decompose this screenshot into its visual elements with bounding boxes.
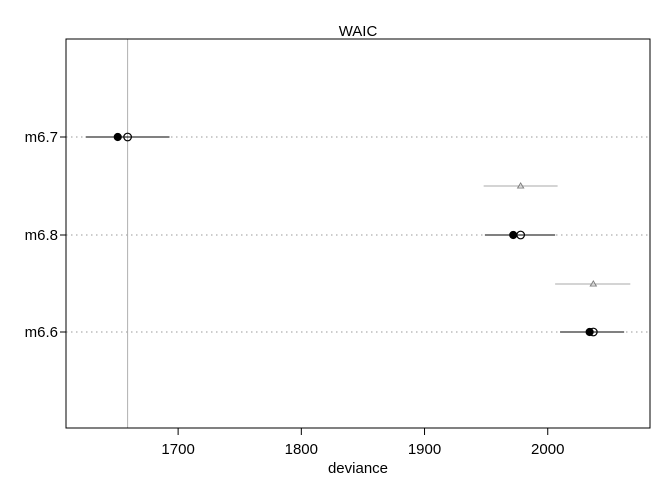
x-tick-label: 1900	[408, 441, 441, 458]
y-tick-label: m6.8	[25, 227, 58, 244]
plot-frame	[65, 38, 651, 429]
y-tick-label: m6.6	[25, 324, 58, 341]
difference-triangle	[516, 182, 525, 189]
y-tick-label: m6.7	[25, 129, 58, 146]
open-point	[588, 327, 598, 337]
axes-layer: m6.7 m6.8 m6.6 1700 1800 1900 2000	[25, 129, 565, 458]
open-point	[123, 132, 133, 142]
point-layer	[113, 132, 598, 337]
x-tick-label: 1700	[161, 441, 194, 458]
x-axis-label: deviance	[328, 460, 388, 477]
x-tick-label: 1800	[285, 441, 318, 458]
x-tick-label: 2000	[531, 441, 564, 458]
open-point	[516, 230, 526, 240]
difference-triangle	[589, 280, 598, 287]
chart-title: WAIC	[339, 23, 378, 40]
grid-layer	[66, 136, 650, 333]
filled-point	[113, 132, 122, 142]
filled-point	[509, 230, 518, 240]
